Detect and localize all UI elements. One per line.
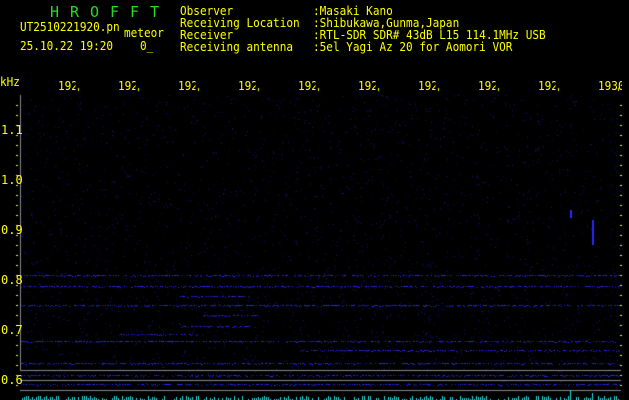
title-letter: F [110, 3, 120, 21]
time-tick: 1923 [178, 80, 195, 92]
time-tick: 1924 [238, 80, 255, 92]
freq-tick: 0.9 [1, 223, 23, 237]
time-tick: 1922 [118, 80, 135, 92]
title-letter: T [150, 3, 160, 21]
info-value: :5el Yagi Az 20 for Aomori VOR [313, 40, 513, 54]
info-label: Receiver [180, 28, 234, 42]
time-tick: 1921 [58, 80, 75, 92]
info-label: Observer [180, 4, 234, 18]
time-tick: 1926 [358, 80, 375, 92]
freq-tick: 0.6 [1, 373, 23, 387]
freq-tick: 1.0 [1, 173, 23, 187]
info-label: Receiving antenna [180, 40, 294, 54]
title-letter: F [130, 3, 140, 21]
time-tick: 1927 [418, 80, 435, 92]
time-tick: 1930 [598, 80, 622, 92]
meteor-count: 0_ [140, 39, 154, 53]
time-tick: 1928 [478, 80, 495, 92]
info-value: :RTL-SDR SDR# 43dB L15 114.1MHz USB [313, 28, 546, 42]
time-tick: 1929 [538, 80, 555, 92]
meteor-label: meteor [124, 26, 164, 40]
title-letter: H [50, 3, 60, 21]
freq-tick: 0.8 [1, 273, 23, 287]
title-letter: R [70, 3, 80, 21]
time-tick: 1925 [298, 80, 315, 92]
freq-unit: kHz [0, 75, 20, 89]
datetime: 25.10.22 19:20 [20, 39, 114, 53]
info-value: :Shibukawa,Gunma,Japan [313, 16, 460, 30]
freq-tick: 1.1 [1, 123, 23, 137]
title-letter: O [90, 3, 100, 21]
info-value: :Masaki Kano [313, 4, 393, 18]
filename: UT2510221920.pn [20, 20, 120, 34]
freq-tick: 0.7 [1, 323, 23, 337]
info-label: Receiving Location [180, 16, 300, 30]
